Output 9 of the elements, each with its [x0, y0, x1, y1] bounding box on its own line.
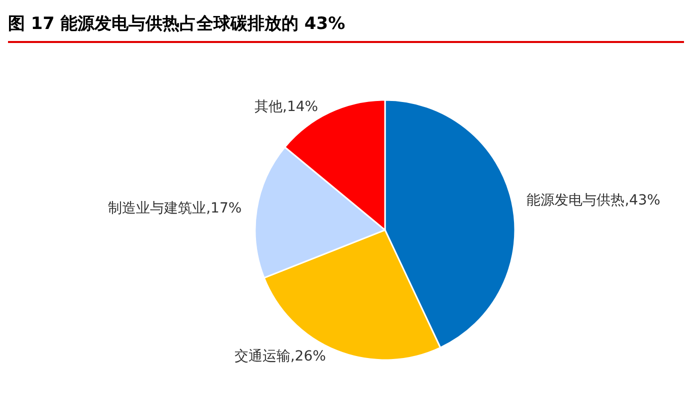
slice-label: 能源发电与供热 — [526, 192, 625, 208]
slice-label: 其他 — [254, 98, 283, 115]
data-label: ,26% — [290, 348, 326, 364]
slice-label: 交通运输 — [234, 348, 290, 364]
data-label: ,43% — [624, 192, 660, 208]
data-label: ,14% — [282, 98, 318, 115]
data-label: ,17% — [206, 200, 242, 217]
slice-label: 制造业与建筑业 — [108, 200, 206, 217]
chart-title: 图 17 能源发电与供热占全球碳排放的 43% — [8, 12, 684, 43]
